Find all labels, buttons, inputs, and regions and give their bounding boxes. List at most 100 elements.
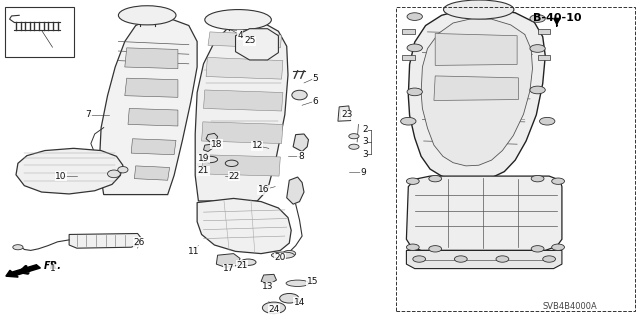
Text: 7: 7 [86,110,91,119]
Text: 17: 17 [223,264,235,273]
Polygon shape [236,29,278,60]
Ellipse shape [413,256,426,262]
Polygon shape [421,19,532,166]
Text: B-40-10: B-40-10 [532,12,581,23]
Ellipse shape [205,10,271,30]
Bar [402,55,415,60]
Polygon shape [435,33,517,65]
Ellipse shape [531,246,544,252]
Ellipse shape [406,178,419,184]
Polygon shape [261,274,276,285]
Ellipse shape [118,167,128,173]
Ellipse shape [13,245,23,250]
Ellipse shape [349,144,359,149]
Text: 16: 16 [258,185,269,194]
Polygon shape [216,254,240,267]
Polygon shape [293,134,308,152]
Ellipse shape [406,244,419,250]
Ellipse shape [286,280,309,286]
Text: 10: 10 [55,172,67,181]
Polygon shape [202,155,280,176]
Text: 11: 11 [188,247,199,256]
Ellipse shape [540,117,555,125]
Text: 26: 26 [134,238,145,247]
Bar [396,7,635,311]
Text: 14: 14 [294,298,305,307]
Polygon shape [208,32,282,48]
Bar [538,29,550,34]
Text: 1: 1 [50,264,55,273]
Text: 24: 24 [268,305,280,314]
Polygon shape [338,106,351,121]
Text: 12: 12 [252,141,263,150]
Ellipse shape [262,302,285,314]
Polygon shape [125,48,178,69]
Polygon shape [128,108,178,126]
Text: 3: 3 [362,150,367,159]
Text: SVB4B4000A: SVB4B4000A [542,302,597,311]
Text: 22: 22 [228,172,239,181]
Ellipse shape [444,0,514,19]
Ellipse shape [407,44,422,52]
Polygon shape [16,148,123,194]
Polygon shape [99,19,197,195]
Polygon shape [408,9,545,181]
Polygon shape [406,250,562,269]
Ellipse shape [108,170,120,178]
Text: 15: 15 [307,277,318,286]
Bar [538,55,550,60]
Polygon shape [434,76,518,100]
Ellipse shape [401,117,416,125]
Ellipse shape [283,250,296,257]
Ellipse shape [543,256,556,262]
Text: 4: 4 [237,31,243,40]
Text: 21: 21 [236,261,248,270]
Ellipse shape [531,175,544,182]
Ellipse shape [21,268,30,273]
Ellipse shape [429,246,442,252]
Polygon shape [125,78,178,97]
Polygon shape [206,133,218,142]
Ellipse shape [280,293,299,303]
Text: 5: 5 [312,74,317,83]
Text: 13: 13 [262,282,273,291]
Ellipse shape [349,134,359,139]
Ellipse shape [202,156,218,163]
Ellipse shape [407,13,422,20]
Ellipse shape [552,244,564,250]
Text: 18: 18 [211,140,222,149]
Polygon shape [134,166,170,180]
Text: 8: 8 [298,152,303,161]
Ellipse shape [118,6,176,25]
Ellipse shape [530,86,545,94]
Polygon shape [204,144,212,152]
Polygon shape [287,177,304,204]
Text: 3: 3 [362,137,367,146]
Text: 9: 9 [361,168,366,177]
Ellipse shape [454,256,467,262]
Ellipse shape [407,88,422,96]
Text: FR.: FR. [44,261,61,271]
Bar [402,29,415,34]
Ellipse shape [225,160,238,167]
Polygon shape [131,139,176,155]
Text: 6: 6 [312,97,317,106]
Ellipse shape [429,175,442,182]
Ellipse shape [271,252,294,258]
Ellipse shape [552,178,564,184]
Text: 25: 25 [244,36,255,45]
Text: 2: 2 [362,125,367,134]
Text: 20: 20 [275,253,286,262]
Text: 23: 23 [341,110,353,119]
Polygon shape [406,176,562,250]
Ellipse shape [530,45,545,52]
Polygon shape [195,22,288,201]
Text: 21: 21 [198,166,209,175]
Bar [5,7,74,57]
Ellipse shape [530,15,545,22]
Polygon shape [204,90,283,111]
FancyArrow shape [6,265,40,277]
Ellipse shape [241,259,256,265]
Polygon shape [206,57,283,79]
Polygon shape [69,234,141,248]
